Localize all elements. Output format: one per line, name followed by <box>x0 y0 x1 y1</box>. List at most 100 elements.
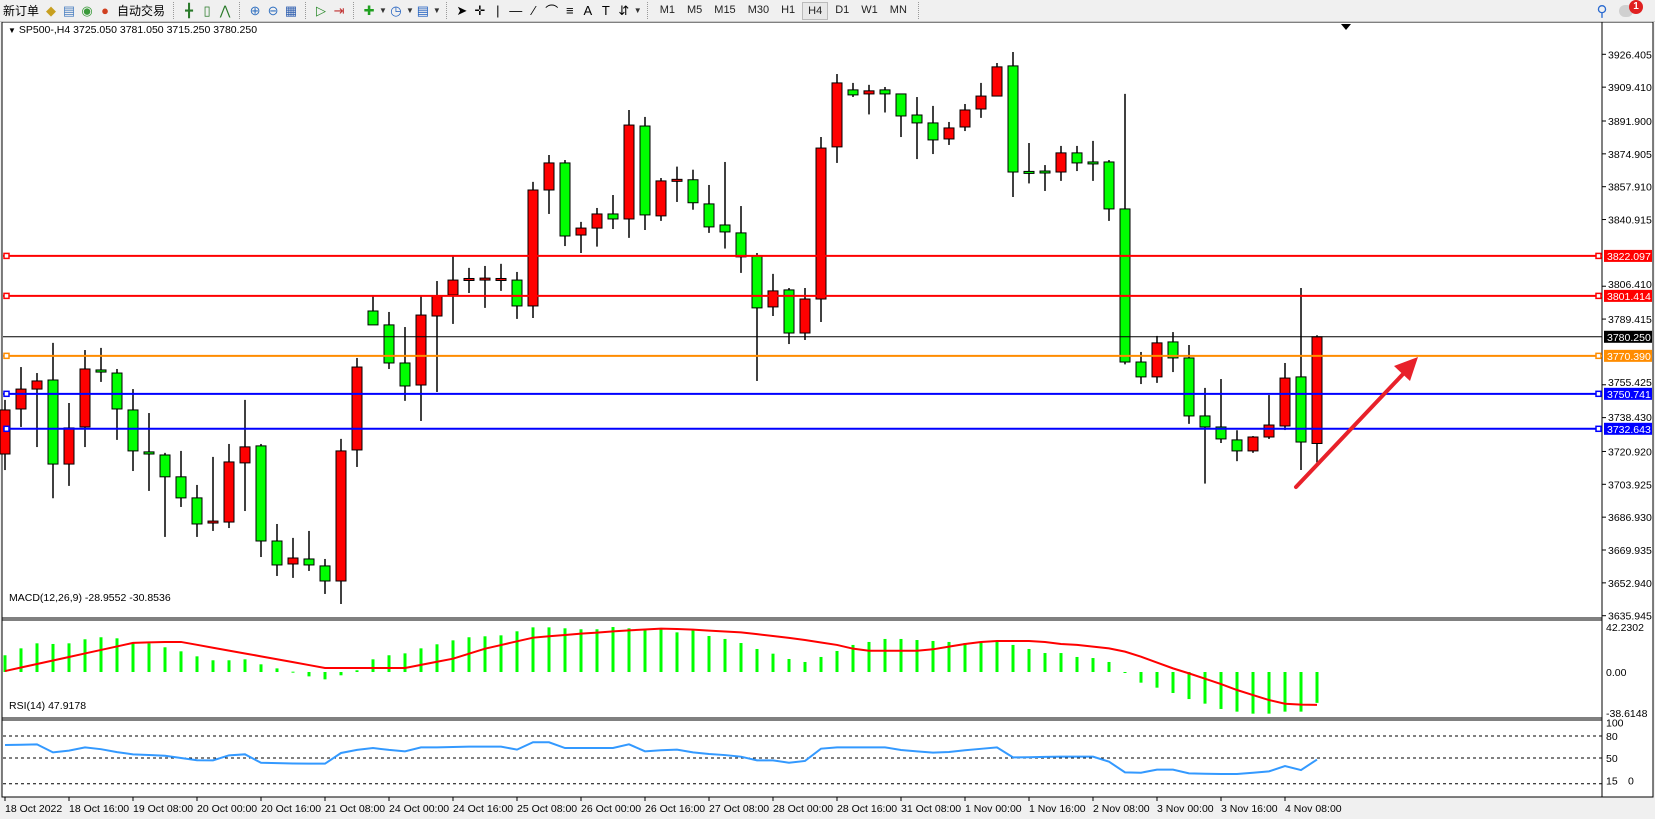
zoom-out-icon[interactable]: ⊖ <box>267 2 279 18</box>
line-handle[interactable] <box>3 292 10 300</box>
bearish-candle[interactable] <box>1007 65 1019 173</box>
bearish-candle[interactable] <box>1087 161 1099 165</box>
horizontal-line-icon[interactable]: — <box>509 3 523 18</box>
new-order-button[interactable]: 新订单 <box>3 4 40 18</box>
bullish-candle[interactable] <box>975 95 987 110</box>
bearish-candle[interactable] <box>559 162 571 237</box>
bullish-candle[interactable] <box>959 109 971 128</box>
chart-shift-icon[interactable]: ⇥ <box>333 2 345 18</box>
timeframe-m15[interactable]: M15 <box>714 3 736 16</box>
bullish-candle[interactable] <box>863 90 875 95</box>
tile-windows-icon[interactable]: ▦ <box>284 2 298 18</box>
bullish-candle[interactable] <box>207 520 219 524</box>
bullish-candle[interactable] <box>1151 342 1163 378</box>
bearish-candle[interactable] <box>1023 170 1035 174</box>
line-handle[interactable] <box>3 352 10 360</box>
price-chart[interactable]: 3926.405 3909.410 3891.900 3874.905 3857.910… <box>0 22 1655 819</box>
zoom-in-icon[interactable]: ⊕ <box>249 2 261 18</box>
bearish-candle[interactable] <box>383 324 395 364</box>
line-handle[interactable] <box>1595 252 1602 260</box>
bearish-candle[interactable] <box>1119 208 1131 363</box>
signals-icon[interactable]: ◉ <box>81 2 93 18</box>
timeframe-m30[interactable]: M30 <box>747 3 770 16</box>
bearish-candle[interactable] <box>127 409 139 452</box>
bearish-candle[interactable] <box>751 255 763 309</box>
line-chart-icon[interactable]: ⋀ <box>219 2 231 18</box>
bearish-candle[interactable] <box>607 213 619 220</box>
vertical-line-icon[interactable]: | <box>496 3 500 18</box>
line-handle[interactable] <box>1595 390 1602 398</box>
bearish-candle[interactable] <box>735 232 747 258</box>
bearish-candle[interactable] <box>1231 439 1243 452</box>
bullish-candle[interactable] <box>463 277 475 281</box>
bearish-candle[interactable] <box>399 362 411 387</box>
indicators-dropdown-icon[interactable]: ▼ <box>379 6 387 15</box>
equidistant-channel-icon[interactable]: ⌒ <box>545 4 559 19</box>
bullish-candle[interactable] <box>831 82 843 148</box>
bullish-candle[interactable] <box>671 178 683 182</box>
line-handle[interactable] <box>3 252 10 260</box>
bearish-candle[interactable] <box>95 369 107 373</box>
bullish-candle[interactable] <box>943 127 955 140</box>
bearish-candle[interactable] <box>783 289 795 334</box>
bearish-candle[interactable] <box>255 445 267 542</box>
bearish-candle[interactable] <box>191 497 203 525</box>
bearish-candle[interactable] <box>639 125 651 216</box>
text-label-icon[interactable]: T <box>601 3 610 18</box>
bullish-candle[interactable] <box>287 557 299 565</box>
timeframe-mn[interactable]: MN <box>889 3 907 16</box>
bar-chart-icon[interactable]: ╋ <box>185 2 193 18</box>
bearish-candle[interactable] <box>1183 357 1195 417</box>
bullish-candle[interactable] <box>223 461 235 523</box>
templates-icon[interactable]: ▤ <box>416 2 430 18</box>
bearish-candle[interactable] <box>847 89 859 96</box>
bearish-candle[interactable] <box>719 224 731 233</box>
history-center-icon[interactable]: ▤ <box>62 2 76 18</box>
bullish-candle[interactable] <box>527 189 539 307</box>
bullish-candle[interactable] <box>575 227 587 236</box>
bullish-candle[interactable] <box>1247 436 1259 452</box>
bullish-candle[interactable] <box>495 277 507 281</box>
bearish-candle[interactable] <box>1135 361 1147 378</box>
line-handle[interactable] <box>1595 292 1602 300</box>
bearish-candle[interactable] <box>1039 170 1051 174</box>
candlestick-icon[interactable]: ▯ <box>203 2 211 18</box>
bearish-candle[interactable] <box>703 203 715 228</box>
bearish-candle[interactable] <box>111 372 123 410</box>
autoscroll-icon[interactable]: ▷ <box>316 2 327 18</box>
bearish-candle[interactable] <box>1295 376 1307 443</box>
arrows-icon[interactable]: ⇵ <box>618 2 630 18</box>
bearish-candle[interactable] <box>271 540 283 566</box>
line-handle[interactable] <box>3 425 10 433</box>
bullish-candle[interactable] <box>415 314 427 386</box>
bullish-candle[interactable] <box>431 295 443 317</box>
autotrading-icon[interactable]: ● <box>101 3 109 18</box>
bearish-candle[interactable] <box>143 451 155 455</box>
bullish-candle[interactable] <box>239 446 251 464</box>
bullish-candle[interactable] <box>351 366 363 451</box>
bearish-candle[interactable] <box>911 114 923 124</box>
timeframe-m5[interactable]: M5 <box>687 3 703 16</box>
bullish-candle[interactable] <box>655 180 667 217</box>
indicators-icon[interactable]: ✚ <box>363 2 375 18</box>
bearish-candle[interactable] <box>1103 161 1115 210</box>
bullish-candle[interactable] <box>799 298 811 334</box>
arrow-annotation[interactable] <box>1294 370 1407 489</box>
bullish-candle[interactable] <box>815 147 827 300</box>
bullish-candle[interactable] <box>991 66 1003 97</box>
bullish-candle[interactable] <box>1263 424 1275 438</box>
bearish-candle[interactable] <box>1071 152 1083 164</box>
bearish-candle[interactable] <box>927 122 939 141</box>
bullish-candle[interactable] <box>31 380 43 390</box>
bearish-candle[interactable] <box>1167 341 1179 359</box>
gold-bars-icon[interactable]: ◆ <box>46 2 57 18</box>
cursor-icon[interactable]: ➤ <box>456 2 468 18</box>
bullish-candle[interactable] <box>79 368 91 428</box>
text-icon[interactable]: A <box>583 3 593 18</box>
bearish-candle[interactable] <box>1199 415 1211 428</box>
bearish-candle[interactable] <box>895 93 907 117</box>
bearish-candle[interactable] <box>511 279 523 307</box>
auto-trading-button[interactable]: 自动交易 <box>117 4 166 18</box>
templates-dropdown-icon[interactable]: ▼ <box>432 6 441 15</box>
bearish-candle[interactable] <box>175 476 187 499</box>
